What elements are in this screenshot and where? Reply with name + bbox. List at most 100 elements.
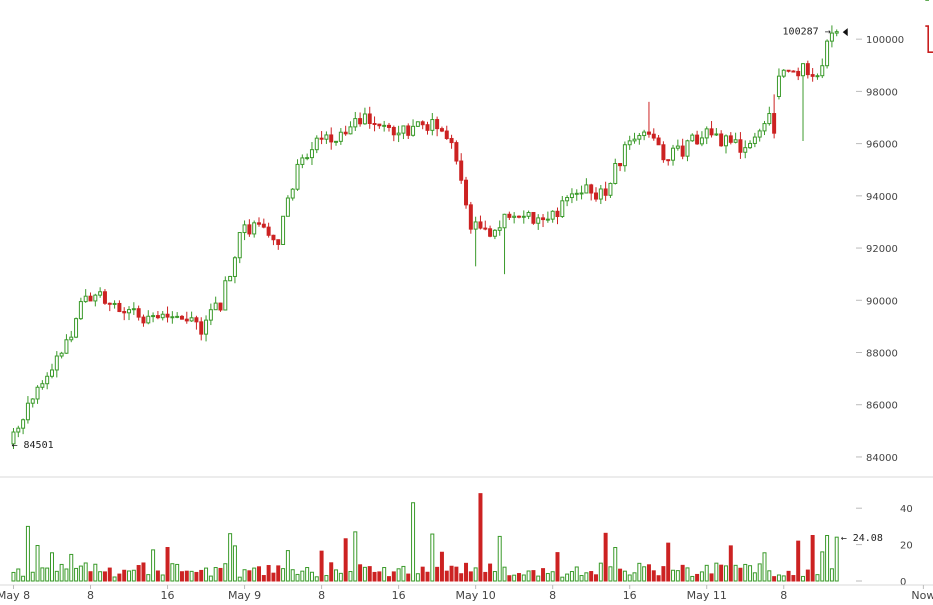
volume-bar-up bbox=[723, 565, 728, 582]
volume-bar-up bbox=[300, 570, 305, 582]
volume-bar-down bbox=[179, 571, 184, 582]
candle-up bbox=[305, 157, 310, 160]
candle-down bbox=[454, 142, 459, 162]
time-tick-label: 16 bbox=[161, 589, 175, 602]
price-tick-label: 84000 bbox=[866, 453, 898, 464]
last-price-marker-icon bbox=[842, 28, 848, 37]
volume-bar-down bbox=[459, 573, 464, 582]
volume-bar-up bbox=[160, 574, 165, 582]
candle-up bbox=[83, 295, 88, 303]
candle-down bbox=[680, 145, 685, 157]
volume-bar-down bbox=[738, 567, 743, 582]
volume-bar-down bbox=[661, 566, 666, 582]
candle-up bbox=[574, 192, 579, 195]
candle-up bbox=[685, 140, 690, 157]
candle-down bbox=[516, 215, 521, 218]
candle-up bbox=[545, 218, 550, 221]
last-price-label: 100287 → bbox=[783, 27, 831, 38]
volume-bar-up bbox=[309, 571, 314, 582]
volume-bar-down bbox=[719, 564, 724, 582]
volume-bar-up bbox=[560, 576, 565, 582]
volume-bar-down bbox=[464, 562, 469, 582]
candle-up bbox=[690, 134, 695, 142]
candle-down bbox=[594, 192, 598, 200]
volume-bar-down bbox=[531, 570, 536, 582]
volume-bar-up bbox=[338, 572, 343, 582]
volume-bar-up bbox=[69, 553, 74, 582]
candle-down bbox=[810, 74, 815, 77]
volume-bar-up bbox=[74, 567, 79, 582]
volume-bar-down bbox=[478, 493, 483, 582]
volume-bar-down bbox=[786, 570, 791, 582]
volume-bar-up bbox=[204, 567, 209, 582]
candle-up bbox=[16, 427, 21, 433]
candle-up bbox=[834, 31, 839, 34]
candle-down bbox=[122, 311, 127, 314]
candle-down bbox=[709, 128, 714, 136]
candle-down bbox=[261, 223, 266, 228]
candle-up bbox=[290, 188, 295, 199]
volume-bar-up bbox=[801, 575, 806, 582]
volume-bar-down bbox=[444, 570, 449, 582]
candle-down bbox=[589, 184, 594, 194]
candle-up bbox=[69, 336, 74, 341]
volume-bar-down bbox=[122, 569, 127, 582]
volume-bar-down bbox=[107, 567, 112, 582]
candle-up bbox=[671, 147, 676, 161]
candle-up bbox=[560, 200, 565, 218]
volume-bar-down bbox=[343, 538, 348, 582]
candle-up bbox=[353, 118, 358, 128]
volume-bar-down bbox=[257, 566, 261, 582]
candle-down bbox=[444, 130, 449, 139]
candle-up bbox=[382, 124, 387, 127]
ask-depth-line bbox=[925, 25, 933, 53]
candle-up bbox=[74, 318, 79, 338]
time-tick-label: May 11 bbox=[687, 589, 727, 602]
volume-bar-up bbox=[690, 575, 695, 582]
candle-up bbox=[704, 128, 709, 139]
candle-up bbox=[579, 192, 584, 195]
volume-bar-up bbox=[353, 531, 358, 582]
volume-bar-up bbox=[502, 566, 507, 582]
volume-bar-up bbox=[492, 571, 497, 582]
candle-down bbox=[425, 124, 430, 131]
candle-up bbox=[608, 182, 613, 196]
candle-down bbox=[102, 291, 107, 304]
candle-down bbox=[618, 163, 623, 167]
volume-bar-up bbox=[565, 573, 570, 582]
volume-bar-down bbox=[406, 573, 411, 582]
candle-up bbox=[569, 193, 574, 199]
candle-up bbox=[752, 136, 757, 144]
candle-up bbox=[151, 315, 156, 318]
candle-up bbox=[699, 137, 704, 145]
price-tick-label: 94000 bbox=[866, 192, 898, 203]
candle-up bbox=[512, 215, 517, 218]
candle-up bbox=[521, 215, 526, 218]
time-tick-label: May 8 bbox=[0, 589, 30, 602]
candle-down bbox=[772, 113, 777, 134]
volume-bar-down bbox=[589, 571, 594, 582]
candle-up bbox=[25, 402, 30, 421]
volume-bar-up bbox=[401, 565, 406, 582]
candle-up bbox=[781, 69, 786, 77]
volume-bar-up bbox=[550, 571, 555, 582]
time-tick-label: 16 bbox=[392, 589, 406, 602]
volume-bar-down bbox=[618, 568, 623, 582]
candle-down bbox=[695, 134, 700, 145]
volume-bar-up bbox=[714, 562, 719, 582]
volume-bar-down bbox=[329, 562, 334, 582]
candle-up bbox=[232, 257, 237, 277]
volume-bar-up bbox=[415, 573, 420, 582]
candle-down bbox=[603, 188, 608, 196]
volume-bar-down bbox=[367, 566, 372, 582]
volume-bar-up bbox=[40, 567, 45, 582]
volume-bar-down bbox=[541, 568, 546, 582]
volume-bar-down bbox=[425, 571, 430, 582]
candle-down bbox=[266, 226, 271, 236]
volume-bar-up bbox=[348, 571, 353, 582]
candle-down bbox=[271, 234, 276, 241]
candle-down bbox=[247, 224, 252, 235]
candle-up bbox=[127, 309, 132, 314]
volume-bar-up bbox=[829, 568, 834, 582]
